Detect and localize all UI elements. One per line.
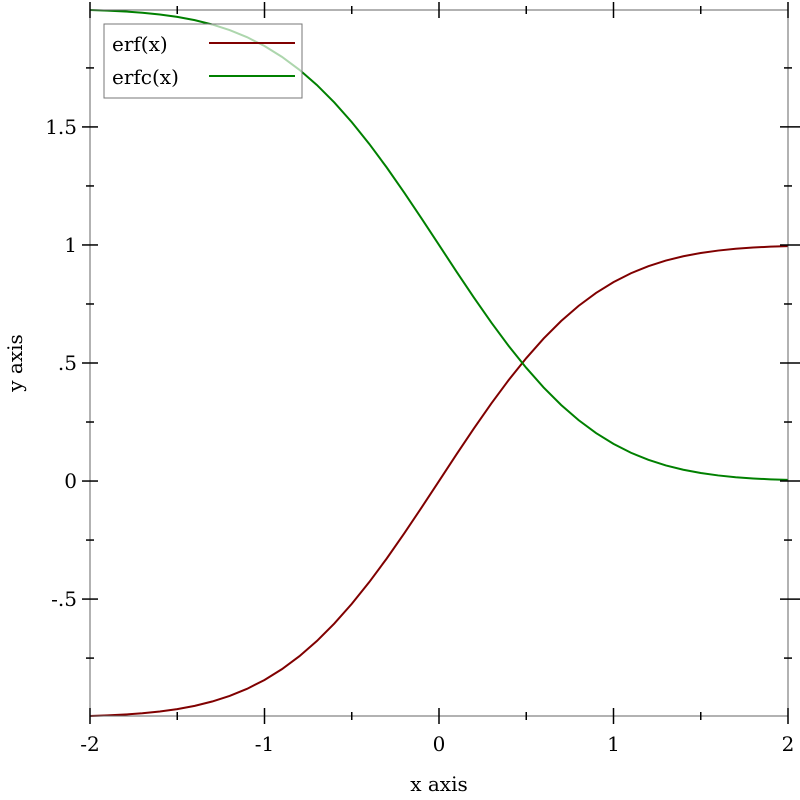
y-tick-label: -.5 (51, 587, 77, 611)
y-tick-label: 1.5 (45, 115, 77, 139)
series-line-erfx (89, 245, 789, 717)
legend: erf(x) erfc(x) (103, 23, 303, 99)
curves (89, 9, 789, 717)
y-tick-label: .5 (58, 351, 77, 375)
legend-box (103, 23, 303, 99)
legend-label-erfc: erfc(x) (112, 65, 179, 89)
x-tick-label: -1 (255, 732, 274, 756)
x-axis-label: x axis (410, 772, 468, 796)
x-tick-label: 2 (782, 732, 795, 756)
x-tick-label: -2 (80, 732, 99, 756)
y-tick-label: 0 (64, 469, 77, 493)
series-line-erfcx (89, 9, 789, 481)
x-tick-label: 1 (607, 732, 620, 756)
y-tick-label: 1 (64, 233, 77, 257)
ticks: -2 -1 0 1 2 -.5 0 .5 1 1.5 (45, 2, 800, 756)
x-tick-label: 0 (433, 732, 446, 756)
plot-frame (89, 9, 789, 717)
legend-label-erf: erf(x) (112, 32, 168, 56)
y-axis-label: y axis (3, 334, 27, 393)
